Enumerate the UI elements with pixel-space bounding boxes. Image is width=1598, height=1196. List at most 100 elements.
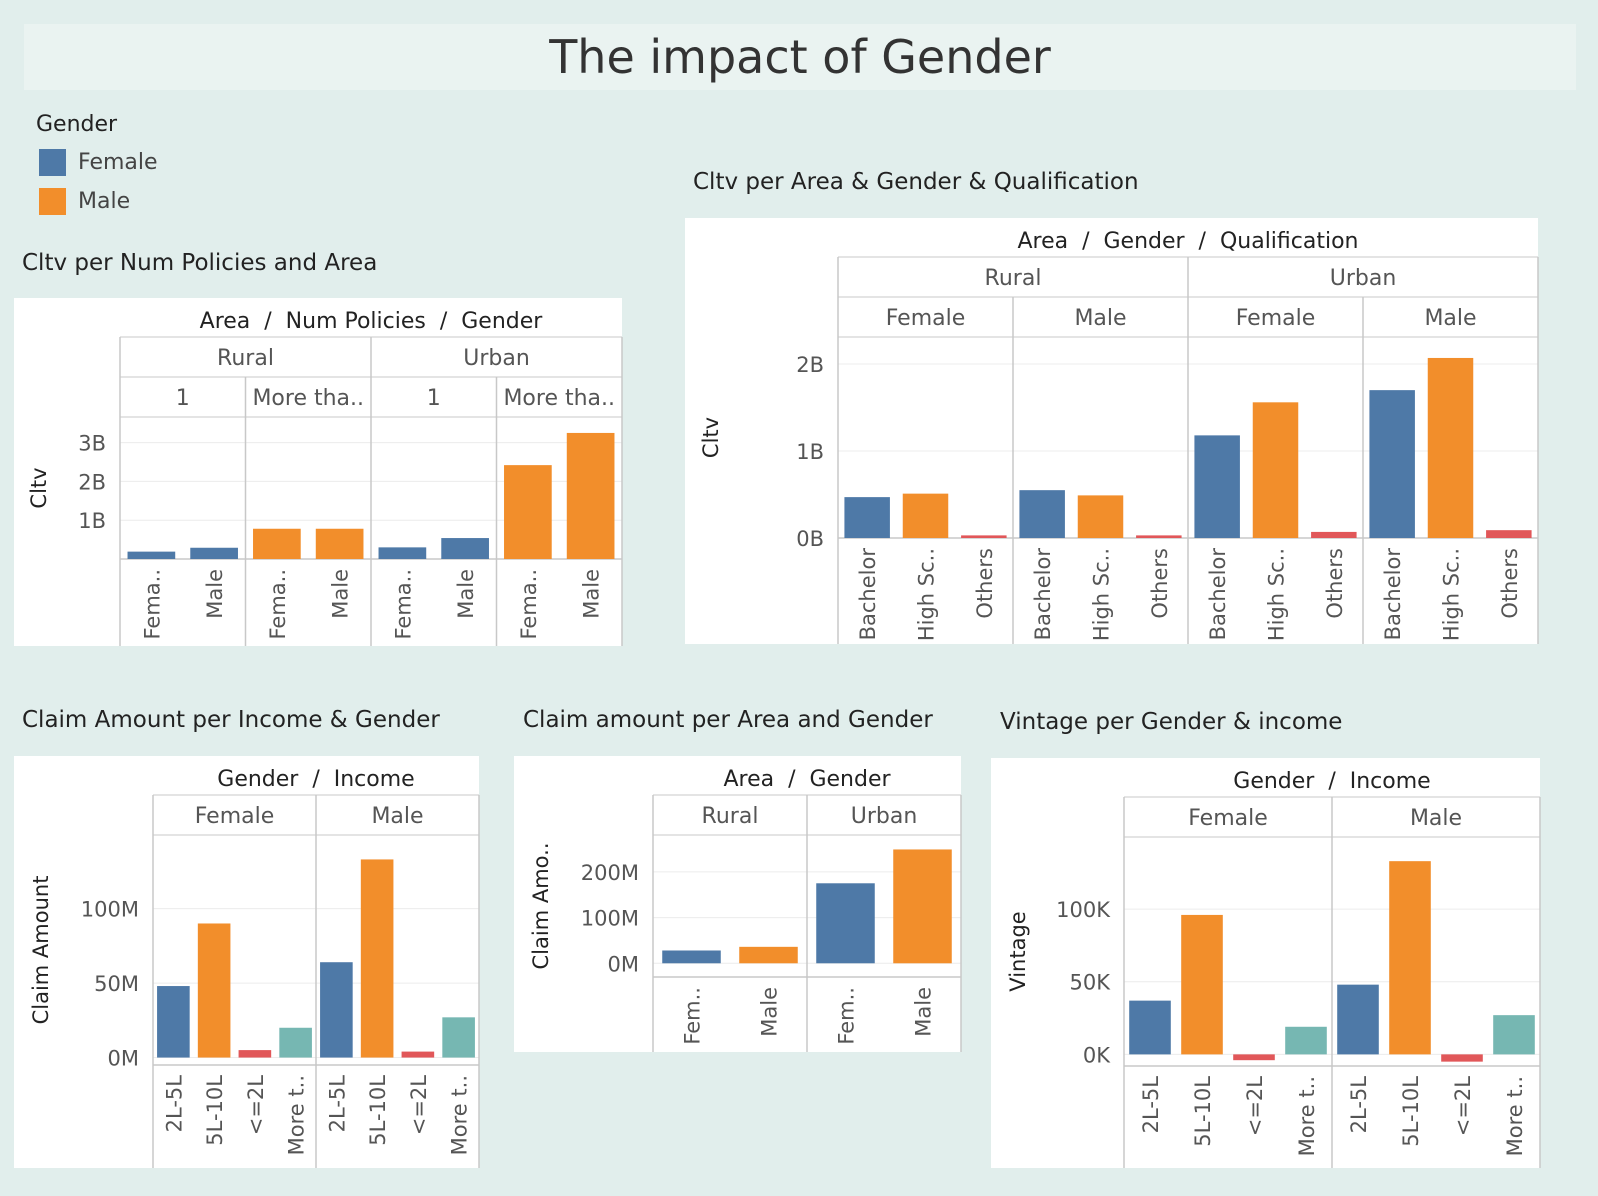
chart1-bar[interactable] — [441, 538, 489, 559]
chart3-x-tick-label: <=2L — [244, 1075, 268, 1136]
chart2-group-header: Rural — [985, 266, 1042, 291]
chart2-bar[interactable] — [1077, 495, 1124, 538]
chart3-y-tick-label: 50M — [94, 972, 139, 996]
chart1-bar[interactable] — [504, 465, 552, 559]
chart1-bar[interactable] — [378, 547, 427, 559]
chart2-x-tick-label: Others — [1498, 548, 1522, 619]
chart1-bar[interactable] — [190, 547, 238, 559]
chart1-y-tick-label: 3B — [78, 432, 106, 456]
chart3-bar[interactable] — [360, 859, 394, 1058]
chart5-bar[interactable] — [1285, 1026, 1327, 1055]
gender-legend[interactable]: Gender Female Male — [36, 112, 158, 221]
chart5-vintage-gender-income[interactable]: Gender / Income 0K 50K 100K Vintage Female 2L-… — [991, 758, 1541, 1168]
chart5-bar[interactable] — [1493, 1015, 1535, 1055]
chart2-bar[interactable] — [902, 493, 949, 538]
chart2-bar[interactable] — [1311, 531, 1357, 538]
chart1-bar[interactable] — [566, 432, 615, 559]
chart5-bar[interactable] — [1441, 1054, 1483, 1062]
chart1-bar[interactable] — [127, 551, 176, 559]
chart5-bar[interactable] — [1389, 861, 1431, 1055]
chart2-y-tick-label: 2B — [796, 353, 824, 377]
chart1-bar[interactable] — [315, 528, 364, 559]
chart3-bar[interactable] — [442, 1017, 475, 1058]
chart2-bar[interactable] — [961, 535, 1007, 538]
chart1-x-tick-label: Male — [580, 569, 604, 619]
chart4-y-tick-label: 0M — [608, 952, 639, 976]
chart2-column-header: Female — [1236, 306, 1316, 331]
chart5-header-label: Gender / Income — [1233, 769, 1430, 794]
chart4-x-tick-label: Male — [912, 987, 936, 1037]
chart4-bar[interactable] — [816, 883, 875, 964]
chart2-x-tick-label: Bachelor — [1381, 548, 1405, 641]
chart1-x-tick-label: Fema.. — [517, 569, 541, 640]
chart3-x-tick-label: More t.. — [448, 1075, 472, 1155]
chart2-bar[interactable] — [1194, 435, 1240, 538]
chart3-bar[interactable] — [279, 1027, 312, 1058]
chart5-y-tick-label: 0K — [1083, 1043, 1111, 1067]
chart2-group-header: Urban — [1330, 266, 1397, 291]
chart3-bar[interactable] — [401, 1051, 435, 1058]
legend-label-female: Female — [78, 150, 158, 175]
chart1-x-tick-label: Male — [203, 569, 227, 619]
chart3-claim-amount-income-gender[interactable]: Gender / Income 0M 50M 100M Claim Amount Fema… — [14, 756, 480, 1168]
chart4-column-header: Urban — [851, 804, 918, 829]
chart4-bar[interactable] — [739, 946, 798, 964]
chart5-y-tick-label: 100K — [1056, 898, 1111, 922]
chart3-x-tick-label: More t.. — [285, 1075, 309, 1155]
chart3-x-tick-label: 5L-10L — [203, 1075, 227, 1146]
chart2-y-axis-label: Cltv — [699, 417, 723, 458]
chart4-background — [514, 756, 961, 1052]
dashboard-title: The impact of Gender — [549, 30, 1051, 84]
chart3-title: Claim Amount per Income & Gender — [22, 707, 440, 733]
chart3-x-tick-label: 2L-5L — [325, 1075, 349, 1133]
chart2-x-tick-label: Others — [973, 548, 997, 619]
chart4-bar[interactable] — [893, 849, 952, 964]
legend-label-male: Male — [78, 189, 131, 214]
chart3-bar[interactable] — [157, 986, 190, 1058]
chart1-x-tick-label: Male — [329, 569, 353, 619]
chart5-x-tick-label: More t.. — [1503, 1076, 1527, 1156]
chart1-x-tick-label: Fema.. — [266, 569, 290, 640]
legend-title: Gender — [36, 112, 118, 137]
chart3-bar[interactable] — [320, 962, 353, 1058]
chart2-cltv-area-gender-qualification[interactable]: Area / Gender / Qualification 0B 1B 2B Cltv F… — [685, 218, 1539, 644]
chart1-bar[interactable] — [253, 528, 301, 559]
chart1-column-header: 1 — [427, 386, 441, 411]
legend-item-female[interactable]: Female — [36, 143, 158, 182]
chart3-bar[interactable] — [238, 1050, 272, 1058]
chart2-bar[interactable] — [1136, 535, 1182, 538]
chart2-bar[interactable] — [1486, 530, 1532, 538]
chart3-column-header: Female — [195, 804, 275, 829]
legend-item-male[interactable]: Male — [36, 182, 158, 221]
chart5-x-tick-label: 5L-10L — [1191, 1076, 1215, 1147]
chart2-x-tick-label: Bachelor — [1206, 548, 1230, 641]
chart1-column-header: More tha.. — [503, 386, 615, 411]
chart5-bar[interactable] — [1181, 914, 1223, 1055]
chart2-x-tick-label: High Sc.. — [915, 548, 939, 641]
chart2-bar[interactable] — [1252, 402, 1299, 538]
chart1-header-label: Area / Num Policies / Gender — [200, 309, 544, 334]
chart2-x-tick-label: High Sc.. — [1440, 548, 1464, 641]
chart5-x-tick-label: 2L-5L — [1139, 1076, 1163, 1134]
chart2-bar[interactable] — [1427, 357, 1474, 538]
chart4-x-tick-label: Fem.. — [835, 987, 859, 1045]
chart1-column-header: 1 — [176, 386, 190, 411]
chart4-claim-amount-area-gender[interactable]: Area / Gender 0M 100M 200M Claim Amo.. Rural F… — [514, 756, 962, 1052]
chart1-cltv-num-policies-area[interactable]: Area / Num Policies / Gender 1B 2B 3B Cltv 1 F… — [14, 298, 623, 646]
chart4-x-tick-label: Male — [758, 987, 782, 1037]
chart4-column-header: Rural — [702, 804, 759, 829]
chart5-bar[interactable] — [1233, 1054, 1275, 1061]
chart1-y-tick-label: 2B — [78, 470, 106, 494]
chart5-bar[interactable] — [1337, 984, 1379, 1055]
chart5-bar[interactable] — [1129, 1000, 1171, 1055]
chart2-bar[interactable] — [1369, 390, 1415, 538]
chart3-bar[interactable] — [197, 923, 231, 1058]
chart5-x-tick-label: 5L-10L — [1399, 1076, 1423, 1147]
chart2-x-tick-label: High Sc.. — [1090, 548, 1114, 641]
chart1-x-tick-label: Fema.. — [391, 569, 415, 640]
legend-swatch-male — [39, 188, 66, 215]
chart2-bar[interactable] — [1019, 490, 1065, 538]
chart5-y-axis-label: Vintage — [1006, 911, 1030, 991]
chart2-bar[interactable] — [844, 497, 890, 538]
chart4-bar[interactable] — [662, 950, 721, 964]
